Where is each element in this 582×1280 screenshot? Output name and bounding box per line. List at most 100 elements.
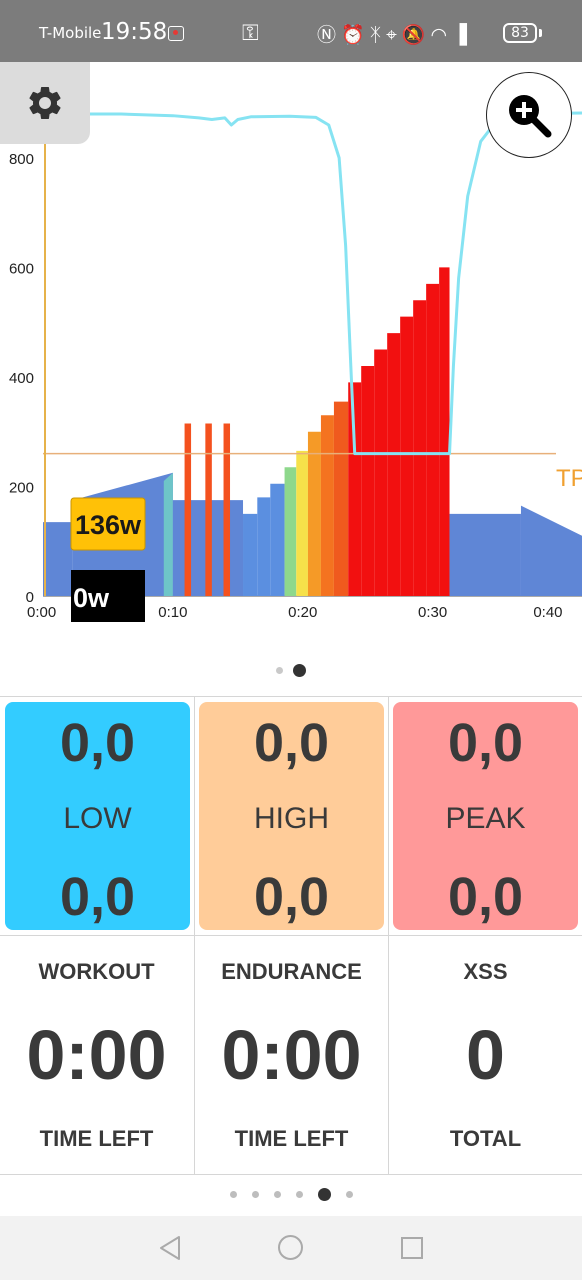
power-segment (413, 300, 427, 596)
stat-value: 0:00 (221, 1016, 362, 1094)
stat-divider (388, 935, 389, 1174)
zoom-in-button[interactable] (486, 72, 572, 158)
zone-high: 0,0 HIGH 0,0 (199, 702, 384, 930)
stat-title: WORKOUT (38, 959, 155, 984)
power-segment (449, 513, 521, 596)
power-segment (348, 382, 362, 596)
bluetooth-icon: ᛡ (369, 24, 387, 46)
zone-label: PEAK (445, 802, 526, 835)
home-icon[interactable] (278, 1235, 303, 1260)
nfc-icon: Ⓝ (317, 24, 342, 46)
carrier-name: T-Mobile (39, 24, 102, 42)
threshold-label: TP (556, 465, 582, 492)
stat-title: ENDURANCE (221, 959, 362, 984)
signal-icon: ▐ (452, 24, 472, 46)
screen-pager (0, 1187, 582, 1201)
power-segment (270, 483, 285, 596)
power-segment (520, 505, 582, 596)
battery-tip (539, 29, 542, 37)
power-segment (243, 513, 258, 596)
power-segment (296, 450, 308, 596)
x-tick-label: 0:40 (533, 604, 562, 621)
alarm-icon: ⏰ (341, 24, 370, 46)
endurance-stat: ENDURANCE 0:00 TIME LEFT (195, 935, 388, 1174)
zone-label: HIGH (254, 802, 329, 835)
navigation-bar (0, 1216, 582, 1280)
zone-peak: 0,0 PEAK 0,0 (393, 702, 578, 930)
workout-stat: WORKOUT 0:00 TIME LEFT (0, 935, 193, 1174)
power-segment (387, 333, 401, 596)
y-tick-label: 600 (9, 260, 34, 277)
stat-title: XSS (463, 959, 508, 984)
stat-footer: TOTAL (449, 1126, 522, 1151)
stat-value: 0:00 (26, 1016, 167, 1094)
zone-value-top: 0,0 (253, 713, 330, 773)
power-segment (400, 316, 414, 596)
y-tick-label: 800 (9, 151, 34, 168)
zone-low: 0,0 LOW 0,0 (5, 702, 190, 930)
target-power-label: 136w (75, 510, 142, 540)
recording-icon (168, 26, 184, 41)
power-segment (163, 472, 173, 596)
power-segment (374, 349, 388, 596)
zone-panel: 0,0 LOW 0,0 0,0 HIGH 0,0 0,0 PEAK 0,0 (0, 696, 582, 936)
y-axis: 0 200 400 600 800 (9, 151, 34, 606)
pager-dot[interactable] (345, 1190, 353, 1198)
current-power-box (71, 570, 145, 622)
power-segment (205, 423, 212, 596)
workout-chart: 0 200 400 600 800 0:00 0:10 0:20 0:30 0:40 TP 13… (9, 111, 582, 622)
zone-divider (194, 697, 195, 935)
power-segment (439, 267, 450, 596)
wifi-icon: ◠ (430, 24, 453, 46)
recent-apps-icon[interactable] (401, 1237, 423, 1259)
zone-label: LOW (63, 802, 132, 835)
pager-dot-active[interactable] (293, 663, 306, 677)
stat-footer: TIME LEFT (234, 1126, 349, 1151)
pager-dot[interactable] (229, 1190, 237, 1198)
zone-divider (388, 697, 389, 935)
location-icon: ⌖ (386, 24, 402, 46)
power-segment (257, 497, 271, 596)
y-tick-label: 0 (26, 589, 34, 606)
power-segment (361, 365, 375, 596)
x-tick-label: 0:20 (288, 604, 317, 621)
zone-value-bottom: 0,0 (253, 867, 330, 927)
stats-panel: WORKOUT 0:00 TIME LEFT ENDURANCE 0:00 TI… (0, 935, 582, 1175)
x-tick-label: 0:00 (27, 604, 56, 621)
pager-dot[interactable] (295, 1190, 303, 1198)
pager-dot-active[interactable] (317, 1187, 331, 1201)
stat-divider (194, 935, 195, 1174)
power-segment (320, 415, 334, 596)
battery-icon: 83 (503, 23, 537, 43)
pager-dot[interactable] (273, 1190, 281, 1198)
zone-value-bottom: 0,0 (447, 867, 524, 927)
key-icon: ⚿ (242, 21, 259, 46)
xss-stat: XSS 0 TOTAL (389, 935, 582, 1174)
gear-icon (29, 86, 61, 119)
zone-value-bottom: 0,0 (59, 867, 136, 927)
status-time: 19:58 (101, 19, 168, 45)
power-segment (184, 423, 192, 596)
x-tick-label: 0:10 (158, 604, 187, 621)
status-bar: T-Mobile 19:58 ⚿ Ⓝ⏰ᛡ⌖🔕◠▐ 83 (0, 0, 582, 62)
settings-button[interactable] (0, 62, 90, 144)
pager-dot[interactable] (276, 666, 283, 674)
zone-value-top: 0,0 (59, 713, 136, 773)
zoom-in-icon (509, 95, 552, 138)
stat-value: 0 (466, 1016, 505, 1094)
pager-dot[interactable] (251, 1190, 259, 1198)
target-line (43, 111, 582, 456)
current-power-label: 0w (73, 583, 110, 613)
chart-pager (0, 663, 582, 677)
y-tick-label: 200 (9, 479, 34, 496)
power-segment (426, 283, 440, 596)
power-segment (43, 522, 73, 596)
target-power-box (70, 497, 146, 551)
y-tick-label: 400 (9, 370, 34, 387)
power-segment (307, 431, 321, 596)
x-tick-label: 0:30 (418, 604, 447, 621)
status-icons: Ⓝ⏰ᛡ⌖🔕◠▐ (317, 20, 472, 47)
zone-value-top: 0,0 (447, 713, 524, 773)
power-segment (223, 423, 231, 596)
back-icon[interactable] (157, 1234, 183, 1262)
